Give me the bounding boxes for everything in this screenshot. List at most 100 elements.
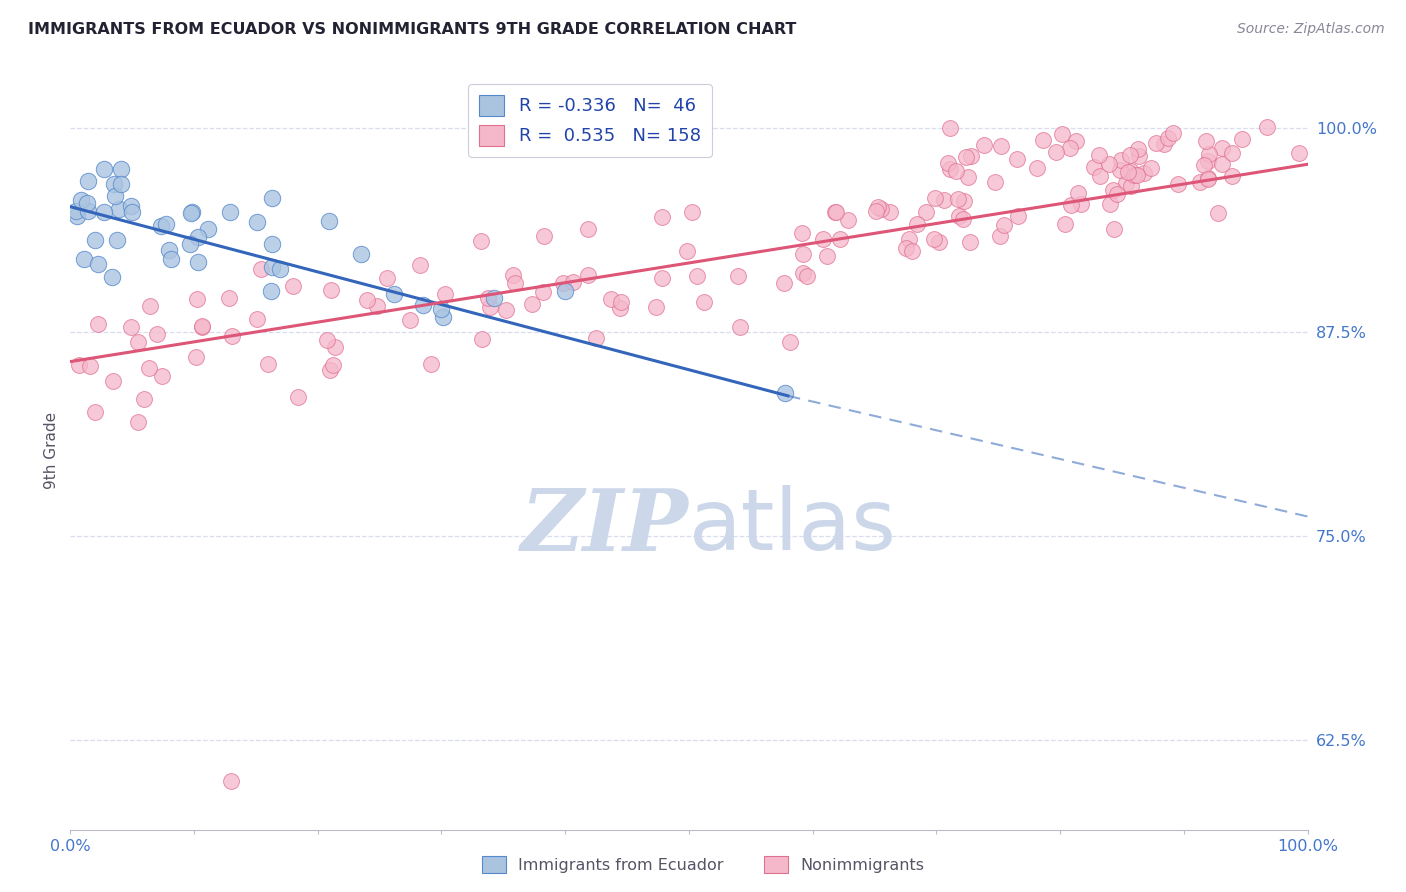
Point <box>727 268 749 283</box>
Point <box>127 415 149 429</box>
Point <box>1007 210 1029 224</box>
Point <box>959 235 981 249</box>
Point <box>1032 133 1054 147</box>
Point <box>585 331 607 345</box>
Point <box>502 268 524 282</box>
Point <box>260 237 283 252</box>
Point <box>1288 145 1310 160</box>
Point <box>375 270 398 285</box>
Point <box>1109 153 1132 168</box>
Point <box>479 300 502 314</box>
Point <box>246 215 269 229</box>
Point <box>960 149 983 163</box>
Point <box>1108 163 1130 178</box>
Point <box>644 300 666 314</box>
Point <box>1197 171 1219 186</box>
Text: IMMIGRANTS FROM ECUADOR VS NONIMMIGRANTS 9TH GRADE CORRELATION CHART: IMMIGRANTS FROM ECUADOR VS NONIMMIGRANTS… <box>28 22 796 37</box>
Point <box>323 340 346 354</box>
Point <box>952 212 974 227</box>
Point <box>1220 169 1243 183</box>
Point <box>315 333 337 347</box>
Point <box>219 204 242 219</box>
Legend: Immigrants from Ecuador, Nonimmigrants: Immigrants from Ecuador, Nonimmigrants <box>475 849 931 880</box>
Point <box>1025 161 1047 176</box>
Point <box>67 358 90 372</box>
Point <box>928 235 950 249</box>
Legend: R = -0.336   N=  46, R =  0.535   N= 158: R = -0.336 N= 46, R = 0.535 N= 158 <box>468 84 711 157</box>
Point <box>1126 168 1149 182</box>
Point <box>651 270 673 285</box>
Point <box>953 194 976 208</box>
Point <box>180 205 202 219</box>
Point <box>866 200 889 214</box>
Point <box>104 189 127 203</box>
Point <box>1115 176 1137 190</box>
Point <box>179 237 201 252</box>
Point <box>399 313 422 327</box>
Point <box>1088 169 1111 183</box>
Point <box>651 211 673 225</box>
Point <box>610 295 633 310</box>
Point <box>105 233 128 247</box>
Point <box>186 293 208 307</box>
Point <box>1211 157 1233 171</box>
Point <box>250 261 273 276</box>
Point <box>1105 187 1128 202</box>
Point <box>830 232 852 246</box>
Point <box>1133 166 1156 180</box>
Point <box>1122 168 1144 182</box>
Point <box>65 204 87 219</box>
Point <box>93 204 115 219</box>
Point <box>1153 137 1175 152</box>
Point <box>366 299 388 313</box>
Point <box>76 174 98 188</box>
Point <box>412 298 434 312</box>
Point <box>103 177 125 191</box>
Point <box>218 291 240 305</box>
Point <box>150 219 173 234</box>
Point <box>120 320 142 334</box>
Point <box>1197 154 1219 169</box>
Point <box>246 311 269 326</box>
Point <box>87 257 110 271</box>
Point <box>101 374 124 388</box>
Point <box>914 205 936 219</box>
Point <box>409 258 432 272</box>
Point <box>1116 165 1139 179</box>
Point <box>120 199 142 213</box>
Point <box>356 293 378 307</box>
Point <box>471 332 494 346</box>
Point <box>77 204 100 219</box>
Point <box>955 150 977 164</box>
Point <box>101 270 124 285</box>
Point <box>187 229 209 244</box>
Point <box>197 222 219 236</box>
Point <box>898 232 921 246</box>
Point <box>434 286 457 301</box>
Point <box>1119 164 1142 178</box>
Point <box>775 385 797 400</box>
Point <box>1059 141 1081 155</box>
Point <box>865 203 887 218</box>
Point <box>1211 141 1233 155</box>
Point <box>1195 134 1218 148</box>
Point <box>973 138 995 153</box>
Point <box>990 139 1012 153</box>
Point <box>1067 186 1090 201</box>
Point <box>692 294 714 309</box>
Text: atlas: atlas <box>689 484 897 568</box>
Point <box>936 155 959 169</box>
Point <box>1101 183 1123 197</box>
Point <box>815 249 838 263</box>
Point <box>256 357 278 371</box>
Point <box>1256 120 1278 135</box>
Point <box>1198 147 1220 161</box>
Point <box>811 232 834 246</box>
Point <box>939 120 962 135</box>
Point <box>932 193 955 207</box>
Point <box>477 291 499 305</box>
Point <box>520 296 543 310</box>
Point <box>1088 147 1111 161</box>
Point <box>281 279 304 293</box>
Point <box>419 358 441 372</box>
